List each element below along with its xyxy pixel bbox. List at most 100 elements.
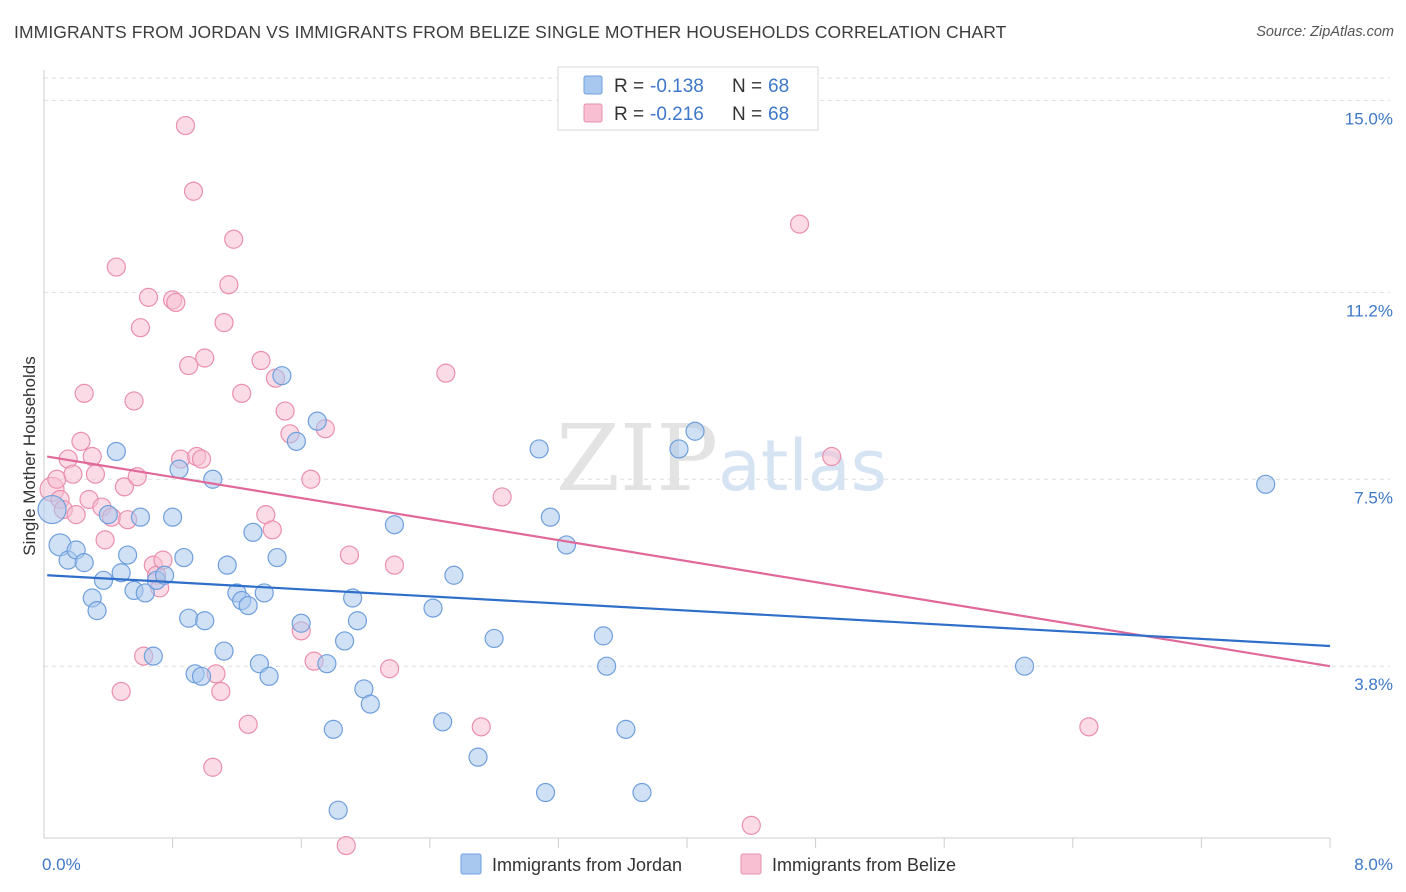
belize-point-29 [166,292,186,313]
belize-point-1 [47,469,67,489]
jordan-point-37 [286,431,306,451]
jordan-point-0 [37,494,67,525]
jordan-point-59 [597,656,617,676]
x-tick-label-1: 8.0% [1354,855,1393,874]
chart-title: IMMIGRANTS FROM JORDAN VS IMMIGRANTS FRO… [14,22,1007,42]
jordan-point-57 [556,535,577,555]
belize-point-11 [85,464,106,484]
jordan-points [37,366,1276,820]
legend-n-value-jordan: 68 [768,76,789,97]
belize-point-56 [339,545,360,565]
x-tick-labels: 0.0% 8.0% [42,855,1393,874]
belize-point-52 [301,469,321,489]
belize-point-21 [130,318,151,338]
axes [43,70,1331,848]
jordan-point-13 [130,507,151,527]
belize-point-44 [238,714,258,734]
jordan-point-27 [217,555,237,575]
legend-r-label-jordan: R = [614,76,644,97]
belize-point-31 [175,115,196,136]
grid-lines [44,77,1390,667]
watermark-zip: ZIP [556,405,718,512]
jordan-point-39 [307,411,327,431]
jordan-point-38 [291,613,311,633]
belize-point-40 [214,313,234,333]
jordan-point-10 [111,563,131,583]
belize-point-60 [471,717,491,737]
jordan-point-8 [98,505,118,525]
y-tick-label-1: 7.5% [1354,488,1393,507]
series-legend-label-belize: Immigrants from Belize [772,855,956,875]
jordan-point-62 [669,439,689,459]
jordan-point-31 [243,522,263,542]
jordan-point-40 [317,654,337,674]
jordan-point-26 [214,641,234,661]
belize-point-23 [138,287,159,307]
jordan-point-19 [169,459,189,479]
belize-point-17 [114,477,134,497]
y-tick-label-0: 3.8% [1354,675,1393,694]
belize-point-13 [95,530,115,550]
belize-point-63 [789,214,810,234]
y-tick-label-3: 15.0% [1345,109,1393,128]
jordan-point-15 [143,646,163,666]
jordan-point-61 [632,782,652,803]
jordan-point-7 [93,570,114,590]
jordan-point-47 [360,694,380,714]
y-tick-labels: 3.8% 7.5% 11.2% 15.0% [1345,109,1393,694]
jordan-point-50 [433,712,453,732]
belize-point-45 [251,350,271,371]
belize-point-43 [232,383,252,403]
trend-lines [47,455,1331,668]
belize-point-49 [275,401,295,421]
jordan-trend-line [47,574,1331,648]
jordan-point-9 [106,441,126,462]
jordan-point-42 [328,800,348,820]
jordan-point-54 [529,439,549,459]
jordan-point-11 [117,545,138,565]
jordan-point-65 [1256,474,1276,494]
watermark: ZIP atlas [556,405,887,512]
jordan-point-49 [423,598,443,618]
jordan-point-24 [195,611,215,631]
legend-r-value-jordan: -0.138 [650,76,704,97]
belize-point-55 [336,835,356,856]
belize-point-33 [183,181,204,201]
jordan-point-48 [384,515,405,535]
legend-swatch-jordan [583,75,603,95]
jordan-point-6 [87,601,107,621]
jordan-point-60 [616,719,636,739]
jordan-point-43 [335,631,355,651]
jordan-point-4 [74,553,94,573]
source-credit: Source: ZipAtlas.com [1256,24,1394,40]
y-axis-label: Single Mother Households [20,356,39,555]
belize-point-32 [179,355,199,376]
belize-point-41 [219,275,239,295]
series-legend-label-jordan: Immigrants from Jordan [492,855,682,875]
belize-point-65 [1079,717,1099,737]
jordan-point-30 [238,595,258,616]
belize-point-62 [741,815,761,835]
belize-point-8 [74,383,94,403]
jordan-point-63 [685,421,705,441]
belize-point-36 [195,348,215,368]
belize-point-59 [436,363,456,383]
jordan-point-52 [468,747,488,767]
x-tick-label-0: 0.0% [42,855,81,874]
jordan-point-45 [347,611,368,631]
legend-n-label-belize: N = [732,104,762,125]
belize-point-39 [211,681,231,702]
belize-point-58 [384,555,405,575]
legend-n-value-belize: 68 [768,104,789,125]
belize-point-15 [106,257,126,277]
jordan-point-34 [259,666,279,686]
jordan-point-20 [174,547,194,568]
belize-point-19 [124,391,144,411]
legend-r-label-belize: R = [614,104,644,125]
belize-trend-line [47,455,1331,668]
legend-swatch-belize [583,103,603,123]
jordan-point-36 [272,366,292,386]
jordan-point-17 [154,565,175,585]
jordan-point-21 [179,608,199,628]
